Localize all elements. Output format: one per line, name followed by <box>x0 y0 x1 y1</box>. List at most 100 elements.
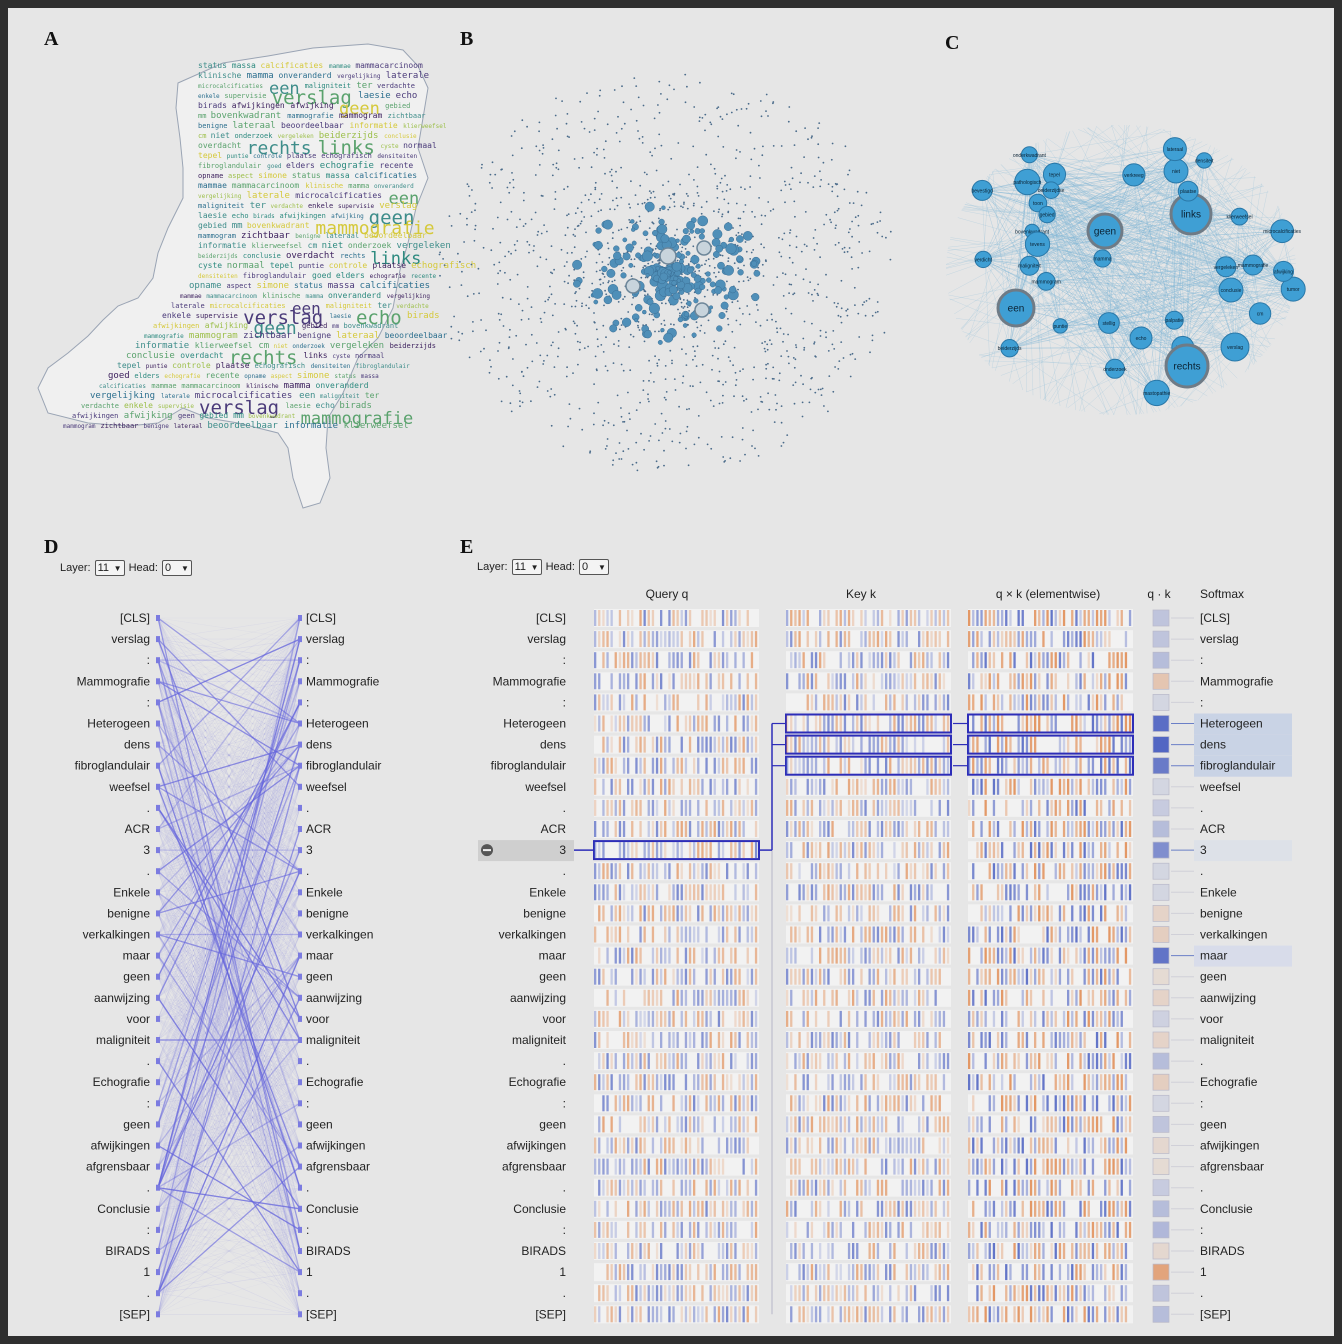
graph-node-small <box>460 284 463 286</box>
graph-node-small <box>593 312 595 314</box>
graph-node-small <box>488 371 491 374</box>
vector-cell <box>946 842 950 859</box>
vector-cell <box>968 610 971 626</box>
attention-anchor-right <box>298 1100 302 1107</box>
attention-token-left: : <box>147 653 150 667</box>
attention-anchor-right <box>298 889 302 896</box>
head-select[interactable]: 0 ▼ <box>161 560 192 576</box>
network-node <box>996 288 1036 328</box>
graph-node-small <box>760 115 763 118</box>
attention-token-right: weefsel <box>305 780 347 794</box>
vector-cell <box>992 799 996 816</box>
graph-node-small <box>717 227 720 230</box>
vector-cell <box>810 736 814 753</box>
vector-cell <box>926 610 929 626</box>
graph-node-small <box>524 222 527 225</box>
network-edge <box>983 259 1047 282</box>
graph-node-small <box>595 270 598 273</box>
layer-select[interactable]: 11 ▼ <box>511 559 542 575</box>
graph-node-small <box>651 261 654 263</box>
layer-select[interactable]: 11 ▼ <box>94 560 125 576</box>
graph-node-small <box>842 357 845 359</box>
vector-cell <box>721 842 725 859</box>
graph-node-small <box>764 259 767 262</box>
vector-cell <box>1124 842 1128 859</box>
graph-node-small <box>499 269 502 272</box>
qk-score-cell <box>1152 841 1170 859</box>
vector-cell <box>717 821 721 837</box>
wordcloud-word: vergelijking <box>387 293 431 300</box>
vector-cell <box>913 736 917 753</box>
graph-node <box>642 230 649 237</box>
vector-cell <box>786 736 789 753</box>
vector-cell <box>1042 757 1045 774</box>
graph-node-small <box>762 145 764 148</box>
vector-cell <box>847 884 851 901</box>
graph-node-small <box>803 320 806 323</box>
vector-cell <box>631 652 634 669</box>
vector-cell <box>930 884 933 901</box>
softmax-token: Mammografie <box>1200 674 1274 688</box>
graph-node-small <box>602 324 605 327</box>
vector-cell <box>631 842 634 859</box>
vector-cell <box>819 842 822 859</box>
vector-cell <box>684 884 688 901</box>
neuron-token-left: [CLS] <box>536 611 566 625</box>
graph-node-small <box>477 267 480 270</box>
graph-node-small <box>642 266 645 269</box>
network-node-label: klierweefsel <box>1226 215 1252 221</box>
network-edge <box>979 354 1115 369</box>
graph-node-small <box>616 394 619 397</box>
graph-node-small <box>778 372 781 375</box>
wordcloud-word: onveranderd <box>328 291 381 300</box>
graph-node-small <box>648 227 651 230</box>
attention-anchor-left <box>156 1205 160 1212</box>
vector-cell <box>697 884 700 901</box>
wordcloud-word: mamma <box>305 293 323 300</box>
vector-cell <box>786 715 789 732</box>
vector-cell <box>602 863 605 880</box>
graph-node-small <box>723 461 726 463</box>
wordcloud-word: calcificaties <box>354 171 417 180</box>
graph-node-small <box>837 207 840 210</box>
vector-cell <box>606 610 609 626</box>
vector-cell <box>901 821 904 837</box>
graph-node-small <box>657 465 660 468</box>
wordcloud-word: geen <box>178 412 195 420</box>
graph-node-small <box>819 329 822 332</box>
wordcloud-word: supervisie <box>196 312 238 320</box>
vector-cell <box>668 778 671 795</box>
vector-cell <box>1100 631 1103 648</box>
vector-cell <box>676 757 679 774</box>
graph-node-small <box>844 145 847 148</box>
vector-cell <box>717 799 721 816</box>
graph-node-small <box>508 191 511 194</box>
vector-cell <box>843 694 847 711</box>
attention-anchor-left <box>156 1121 160 1128</box>
graph-node-small <box>606 242 609 245</box>
graph-node-small <box>546 354 549 357</box>
wordcloud-word: geen <box>253 318 296 339</box>
network-node-label: geen <box>1094 227 1116 238</box>
vector-cell <box>618 652 622 669</box>
graph-node-small <box>554 114 557 117</box>
vector-cell <box>721 736 725 753</box>
vector-cell <box>819 821 822 837</box>
attention-anchor-left <box>156 994 160 1001</box>
network-node-label: palpatie <box>1166 318 1184 324</box>
graph-node-small <box>551 314 554 317</box>
vector-cell <box>856 821 859 837</box>
graph-node-small <box>461 332 464 335</box>
vector-cell <box>876 799 880 816</box>
vector-cell <box>713 799 716 816</box>
vector-cell <box>1021 821 1024 837</box>
qk-score-cell <box>1152 799 1170 817</box>
network-edge <box>1027 181 1284 272</box>
vector-cell <box>831 884 834 901</box>
head-select[interactable]: 0 ▼ <box>578 559 609 575</box>
graph-node-small <box>530 218 533 221</box>
graph-node-small <box>466 223 468 226</box>
network-edge <box>982 190 990 367</box>
graph-node-small <box>739 217 742 220</box>
graph-node-small <box>655 169 658 172</box>
